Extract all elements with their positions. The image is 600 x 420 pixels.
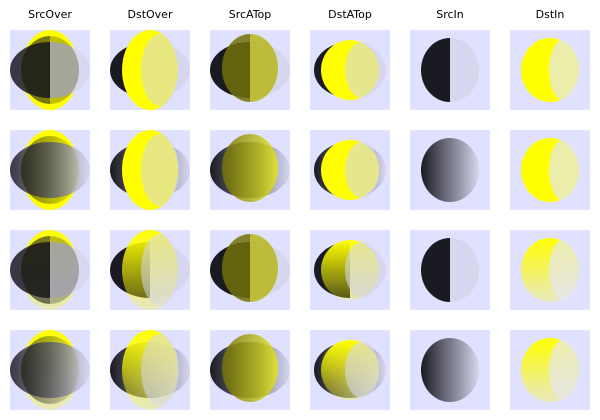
mode-header-dstatop: DstATop <box>328 8 372 21</box>
overlap-region <box>141 334 179 406</box>
intersection-light-half <box>549 39 579 101</box>
cell-srcin-row-3 <box>410 230 490 310</box>
cell-srcatop-row-2 <box>210 130 290 210</box>
cell-dstatop-row-4 <box>310 330 390 410</box>
cell-dstin-row-1 <box>510 30 590 110</box>
cell-srcin-row-1 <box>410 30 490 110</box>
cell-srcatop-row-1 <box>210 30 290 110</box>
overlap-region <box>345 242 379 298</box>
cell-dstin-row-2 <box>510 130 590 210</box>
cell-dstatop-row-2 <box>310 130 390 210</box>
overlap-region <box>345 42 379 98</box>
cell-dstatop-row-1 <box>310 30 390 110</box>
overlap-shade <box>222 234 278 302</box>
mode-cells <box>10 30 590 410</box>
cell-dstin-row-3 <box>510 230 590 310</box>
intersection-shape <box>421 338 479 402</box>
overlap-region <box>21 136 79 204</box>
overlap-shade <box>222 134 278 202</box>
intersection-shape <box>421 38 479 102</box>
intersection-light-half <box>549 339 579 401</box>
intersection-shape <box>421 238 479 302</box>
overlap-region <box>21 36 79 104</box>
cell-dstover-row-1 <box>110 30 190 110</box>
intersection-light-half <box>549 139 579 201</box>
overlap-region <box>345 142 379 198</box>
mode-header-dstin: DstIn <box>536 8 565 21</box>
cell-dstover-row-3 <box>110 230 190 310</box>
cell-srcover-row-4 <box>10 330 90 410</box>
mode-header-srcover: SrcOver <box>28 8 72 21</box>
cell-srcover-row-2 <box>10 130 90 210</box>
overlap-region <box>141 234 179 306</box>
cell-srcover-row-3 <box>10 230 90 310</box>
overlap-region <box>141 134 179 206</box>
cell-srcatop-row-4 <box>210 330 290 410</box>
overlap-shade <box>222 334 278 402</box>
mode-header-srcatop: SrcATop <box>229 8 272 21</box>
cell-dstatop-row-3 <box>310 230 390 310</box>
mode-header-dstover: DstOver <box>128 8 173 21</box>
cell-srcin-row-2 <box>410 130 490 210</box>
overlap-shade <box>222 34 278 102</box>
cell-srcin-row-4 <box>410 330 490 410</box>
intersection-shape <box>421 138 479 202</box>
overlap-region <box>21 236 79 304</box>
mode-header-srcin: SrcIn <box>436 8 464 21</box>
cell-dstover-row-4 <box>110 330 190 410</box>
cell-dstin-row-4 <box>510 330 590 410</box>
intersection-light-half <box>549 239 579 301</box>
mode-headers: SrcOver DstOver SrcATop DstATop SrcIn DstIn <box>28 8 564 21</box>
overlap-region <box>345 342 379 398</box>
cell-srcatop-row-3 <box>210 230 290 310</box>
overlap-region <box>21 336 79 404</box>
cell-dstover-row-2 <box>110 130 190 210</box>
cell-srcover-row-1 <box>10 30 90 110</box>
overlap-region <box>141 34 179 106</box>
